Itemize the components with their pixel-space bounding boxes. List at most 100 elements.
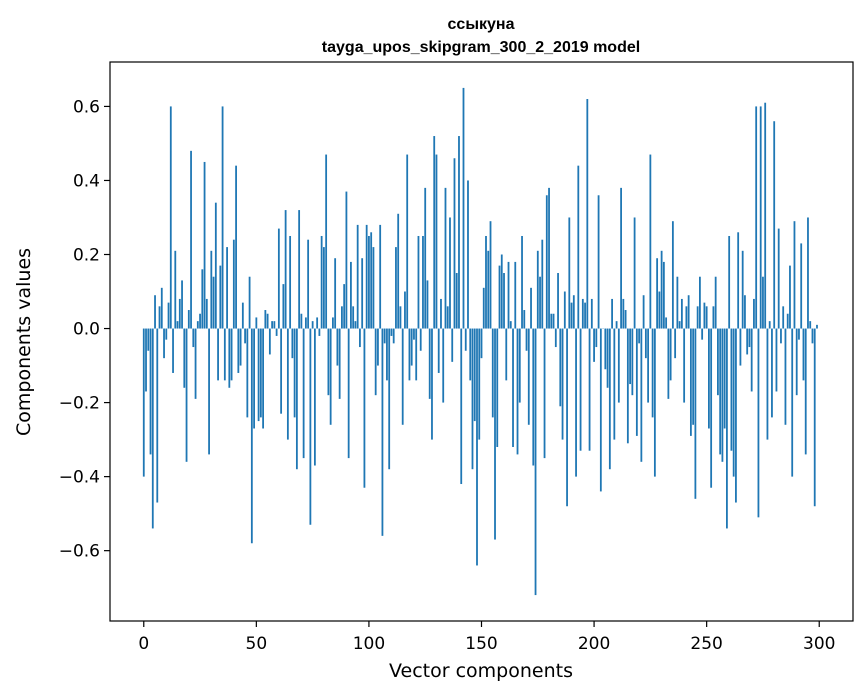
bar-194 (579, 328, 582, 451)
x-tick-label-50: 50 (246, 634, 268, 654)
bar-261 (730, 328, 733, 451)
bar-147 (473, 328, 476, 422)
bar-249 (703, 302, 706, 329)
bar-160 (503, 273, 505, 329)
bar-138 (453, 158, 456, 329)
bar-214 (624, 310, 627, 329)
bar-41 (235, 165, 237, 329)
bar-255 (717, 328, 719, 396)
bar-54 (264, 310, 267, 329)
bar-49 (253, 328, 255, 429)
bar-102 (372, 247, 375, 329)
bar-12 (169, 106, 172, 329)
bar-150 (480, 328, 483, 359)
bar-281 (775, 328, 778, 392)
bar-202 (597, 195, 600, 329)
chart-subtitle: tayga_upos_skipgram_300_2_2019 model (322, 39, 640, 56)
bar-174 (534, 328, 537, 596)
bar-224 (647, 328, 650, 403)
bar-159 (500, 254, 503, 329)
bar-149 (478, 328, 481, 440)
bar-152 (485, 235, 487, 329)
bar-225 (649, 154, 652, 329)
bar-186 (561, 328, 564, 440)
bar-100 (368, 235, 370, 329)
bar-199 (590, 298, 593, 329)
bar-10 (165, 328, 168, 340)
bar-246 (696, 306, 699, 329)
bar-66 (291, 328, 294, 359)
bar-263 (735, 328, 737, 503)
bar-50 (255, 317, 258, 329)
bar-45 (244, 328, 246, 344)
bar-180 (548, 187, 550, 329)
bar-55 (266, 313, 269, 329)
bar-270 (750, 328, 753, 392)
bar-240 (683, 328, 686, 403)
bar-279 (771, 328, 773, 418)
bar-96 (359, 328, 361, 348)
bar-89 (343, 284, 346, 329)
bar-37 (226, 247, 228, 329)
bar-179 (545, 195, 548, 329)
bar-154 (489, 221, 492, 329)
bar-151 (482, 287, 485, 329)
bar-208 (611, 298, 613, 329)
bar-16 (178, 298, 181, 329)
bar-295 (807, 217, 809, 329)
bar-164 (512, 328, 514, 447)
bar-51 (257, 328, 260, 422)
bar-112 (395, 247, 397, 329)
bar-109 (388, 328, 391, 470)
bar-237 (676, 276, 679, 329)
bar-92 (350, 261, 352, 329)
bar-188 (566, 328, 568, 507)
bar-192 (575, 328, 577, 477)
bar-72 (304, 317, 307, 329)
bar-283 (780, 328, 782, 344)
bar-79 (320, 235, 323, 329)
bar-22 (192, 328, 195, 348)
bar-27 (203, 161, 206, 329)
bar-172 (530, 287, 532, 329)
bar-108 (386, 328, 388, 381)
bar-198 (588, 328, 591, 451)
bar-125 (424, 187, 427, 329)
bar-117 (406, 154, 409, 329)
bar-234 (669, 328, 672, 381)
bar-83 (329, 328, 332, 425)
bar-218 (633, 217, 636, 329)
y-tick-label-4: 0.2 (73, 246, 100, 266)
bar-167 (518, 328, 521, 403)
bar-242 (687, 295, 690, 329)
bar-106 (381, 328, 384, 536)
bar-5 (154, 295, 156, 329)
bar-157 (496, 328, 499, 447)
bar-94 (354, 321, 357, 329)
bar-23 (194, 328, 197, 399)
bar-259 (726, 328, 728, 529)
bar-118 (408, 328, 411, 381)
bar-243 (689, 328, 692, 436)
bar-143 (464, 328, 467, 351)
bar-60 (277, 228, 280, 329)
bar-98 (363, 328, 366, 488)
bar-2 (147, 328, 150, 351)
bar-266 (741, 250, 744, 329)
bar-15 (176, 321, 179, 329)
bar-182 (552, 313, 555, 329)
bar-146 (471, 328, 474, 470)
bar-256 (719, 328, 722, 455)
bar-116 (404, 291, 406, 329)
bar-31 (212, 276, 215, 329)
bar-88 (341, 306, 343, 329)
bar-4 (151, 328, 154, 529)
y-tick-label-2: −0.2 (59, 394, 100, 414)
bar-187 (563, 291, 566, 329)
bar-36 (223, 328, 226, 381)
bar-176 (539, 276, 541, 329)
bar-285 (784, 328, 787, 425)
bar-70 (300, 313, 303, 329)
bar-61 (280, 328, 283, 414)
bar-29 (208, 328, 210, 455)
